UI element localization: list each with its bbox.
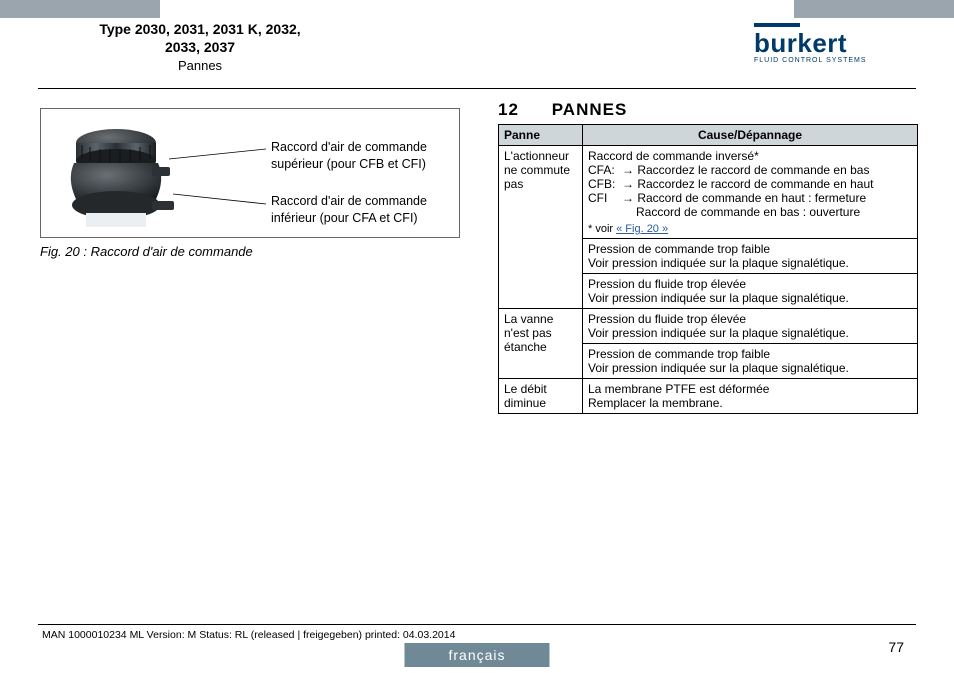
cause-line: Voir pression indiquée sur la plaque sig…	[588, 291, 912, 305]
cell-panne: Le débit diminue	[499, 379, 583, 414]
cause-line: Pression du fluide trop élevée	[588, 312, 912, 326]
footer-metadata: MAN 1000010234 ML Version: M Status: RL …	[42, 629, 455, 641]
page-header: Type 2030, 2031, 2031 K, 2032, 2033, 203…	[50, 20, 904, 90]
cell-panne: La vanne n'est pas étanche	[499, 309, 583, 379]
table-row: La vanne n'est pas étanche Pression du f…	[499, 309, 918, 344]
header-divider	[38, 88, 916, 89]
cell-cause: Pression du fluide trop élevée Voir pres…	[583, 309, 918, 344]
section-number: 12	[498, 100, 546, 120]
cause-line: CFA:→ Raccordez le raccord de commande e…	[588, 163, 912, 177]
cause-line: Pression du fluide trop élevée	[588, 277, 912, 291]
cfb-text: → Raccordez le raccord de commande en ha…	[622, 177, 873, 191]
col-panne: Panne	[499, 125, 583, 146]
section-title: PANNES	[552, 100, 628, 119]
brand-name: burkert	[754, 28, 847, 58]
table-row: L'actionneur ne commute pas Raccord de c…	[499, 146, 918, 239]
cell-cause: Pression de commande trop faible Voir pr…	[583, 239, 918, 274]
cell-panne: L'actionneur ne commute pas	[499, 146, 583, 309]
cell-cause: La membrane PTFE est déformée Remplacer …	[583, 379, 918, 414]
corner-bar-right	[794, 0, 954, 18]
cause-line: Voir pression indiquée sur la plaque sig…	[588, 256, 912, 270]
figure-label-bottom: Raccord d'air de commande inférieur (pou…	[271, 193, 461, 227]
cell-cause: Pression du fluide trop élevée Voir pres…	[583, 274, 918, 309]
cfi-label: CFI	[588, 191, 622, 205]
brand-logo-text: burkert	[754, 28, 904, 59]
cause-line: CFI→ Raccord de commande en haut : ferme…	[588, 191, 912, 205]
figure-caption: Fig. 20 : Raccord d'air de commande	[40, 244, 480, 259]
figure-label-top: Raccord d'air de commande supérieur (pou…	[271, 139, 461, 173]
document-type-block: Type 2030, 2031, 2031 K, 2032, 2033, 203…	[50, 20, 350, 73]
cause-line: Voir pression indiquée sur la plaque sig…	[588, 326, 912, 340]
cause-line: Pression de commande trop faible	[588, 242, 912, 256]
figure-caption-prefix: Fig. 20 :	[40, 244, 87, 259]
cfi-text2: Raccord de commande en bas : ouverture	[588, 205, 912, 219]
cfa-label: CFA:	[588, 163, 622, 177]
troubleshooting-table: Panne Cause/Dépannage L'actionneur ne co…	[498, 124, 918, 414]
cause-line: Pression de commande trop faible	[588, 347, 912, 361]
footnote-prefix: * voir	[588, 223, 613, 235]
cause-line: Remplacer la membrane.	[588, 396, 912, 410]
section-heading: 12 PANNES	[498, 100, 918, 120]
content-column: 12 PANNES Panne Cause/Dépannage L'action…	[498, 100, 918, 414]
table-row: Le débit diminue La membrane PTFE est dé…	[499, 379, 918, 414]
cfb-label: CFB:	[588, 177, 622, 191]
section-name: Pannes	[50, 58, 350, 73]
table-header-row: Panne Cause/Dépannage	[499, 125, 918, 146]
page-number: 77	[888, 639, 904, 655]
cause-line: CFB:→ Raccordez le raccord de commande e…	[588, 177, 912, 191]
type-line-2: 2033, 2037	[50, 38, 350, 56]
footer-divider	[38, 624, 916, 625]
cfi-text1: → Raccord de commande en haut : fermetur…	[622, 191, 866, 205]
language-tab: français	[404, 643, 549, 667]
logo-bar-icon	[754, 23, 800, 27]
cell-cause: Raccord de commande inversé* CFA:→ Racco…	[583, 146, 918, 239]
corner-bar-left	[0, 0, 160, 18]
footnote: * voir « Fig. 20 »	[588, 223, 912, 235]
figure-caption-text: Raccord d'air de commande	[91, 244, 253, 259]
cause-line: Raccord de commande inversé*	[588, 149, 912, 163]
cell-cause: Pression de commande trop faible Voir pr…	[583, 344, 918, 379]
cause-line: Voir pression indiquée sur la plaque sig…	[588, 361, 912, 375]
figure-box: Raccord d'air de commande supérieur (pou…	[40, 108, 460, 238]
cfa-text: → Raccordez le raccord de commande en ba…	[622, 163, 869, 177]
cause-line: La membrane PTFE est déformée	[588, 382, 912, 396]
figure-link[interactable]: « Fig. 20 »	[616, 223, 668, 235]
type-line-1: Type 2030, 2031, 2031 K, 2032,	[50, 20, 350, 38]
col-cause: Cause/Dépannage	[583, 125, 918, 146]
brand-logo: burkert FLUID CONTROL SYSTEMS	[754, 28, 904, 64]
figure-column: Raccord d'air de commande supérieur (pou…	[40, 108, 480, 259]
